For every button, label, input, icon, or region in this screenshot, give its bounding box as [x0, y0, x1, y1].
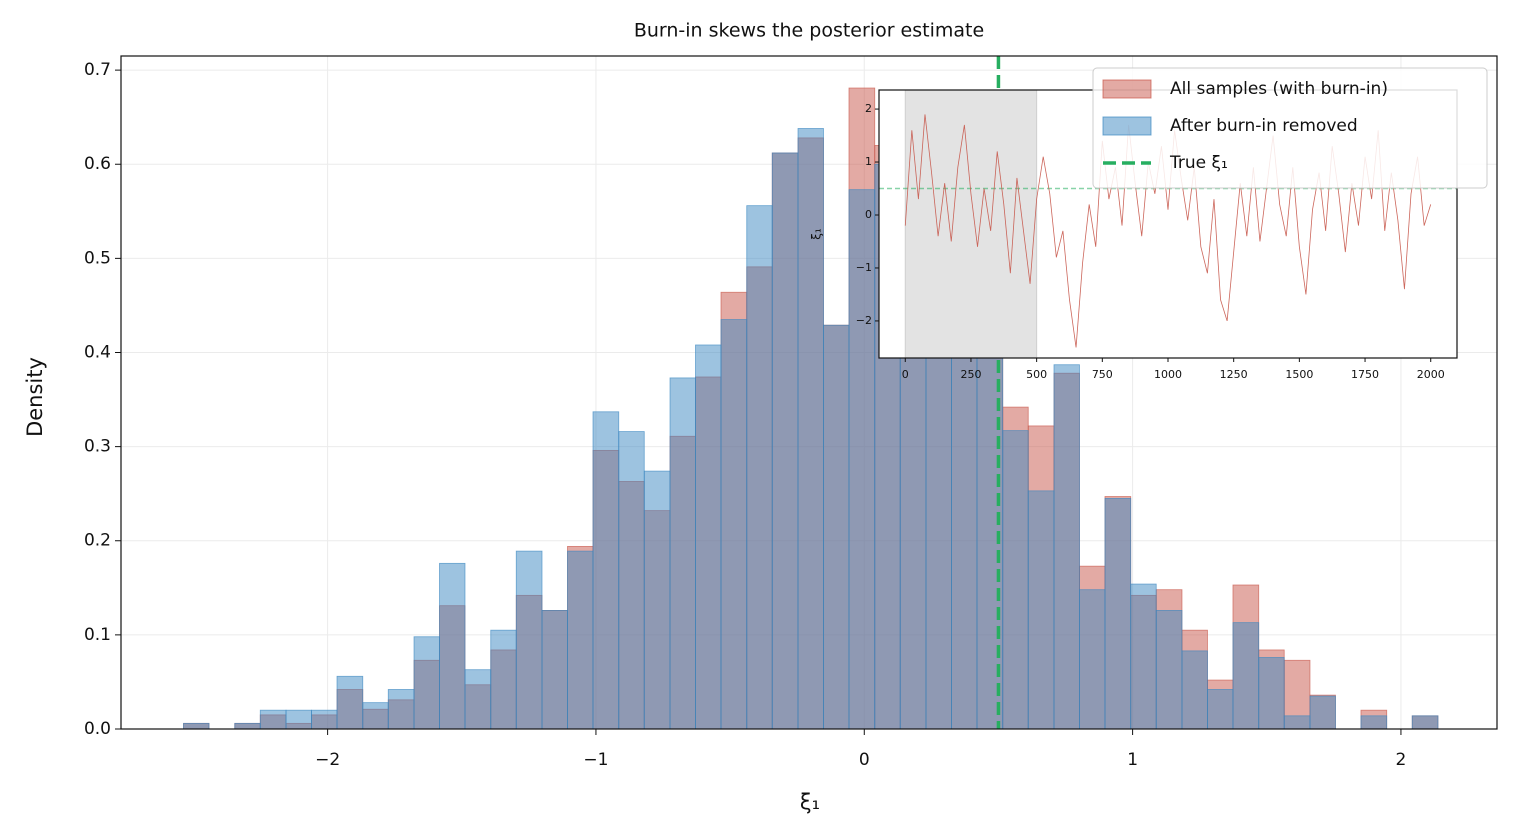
bar: [823, 324, 850, 730]
bar: [1155, 610, 1183, 730]
x-tick-label: 500: [1026, 368, 1047, 381]
bar: [1360, 715, 1388, 730]
y-tick-label: 0.0: [84, 719, 111, 739]
bar: [592, 411, 620, 730]
x-axis-label: ξ₁: [800, 790, 820, 814]
bar: [259, 709, 287, 730]
x-tick-label: 0: [859, 750, 870, 770]
bar: [234, 722, 261, 730]
bar: [1258, 657, 1285, 730]
bar: [1232, 622, 1260, 730]
bar: [746, 205, 773, 730]
x-tick-label: 250: [960, 368, 981, 381]
legend-box: [1092, 67, 1488, 189]
x-tick-label: 750: [1092, 368, 1113, 381]
x-tick-label: 1000: [1154, 368, 1182, 381]
bar: [771, 152, 799, 730]
y-tick-label: 0.5: [84, 248, 111, 268]
bar: [669, 377, 696, 730]
chart-title: Burn-in skews the posterior estimate: [634, 20, 984, 42]
bar: [413, 636, 440, 730]
bar: [1104, 497, 1132, 730]
bar: [567, 550, 594, 730]
y-tick-label: −1: [856, 261, 872, 274]
legend-label: All samples (with burn-in): [1170, 79, 1388, 99]
y-tick-label: −2: [856, 314, 872, 327]
y-tick-label: 0.4: [84, 342, 111, 362]
bar: [1411, 715, 1439, 730]
x-tick-label: 1500: [1285, 368, 1313, 381]
bar: [541, 610, 568, 730]
x-tick-label: −1: [583, 750, 608, 770]
y-tick-label: 0.2: [84, 531, 111, 551]
y-tick-label: 0: [865, 208, 872, 221]
burn-in-region: [904, 89, 1038, 359]
bar: [1181, 650, 1208, 730]
bar: [1207, 689, 1234, 730]
y-tick-label: 0.7: [84, 60, 111, 80]
bar: [183, 722, 210, 730]
bar: [311, 709, 338, 730]
x-tick-label: 1750: [1351, 368, 1379, 381]
x-tick-label: 2: [1396, 750, 1407, 770]
bar: [1027, 490, 1055, 730]
x-tick-label: 1250: [1220, 368, 1248, 381]
trace-line: [904, 114, 1432, 348]
bar: [720, 319, 748, 730]
bar: [1130, 583, 1157, 730]
x-tick-label: −2: [315, 750, 340, 770]
bar: [285, 709, 312, 730]
bar: [387, 689, 415, 730]
bar: [439, 562, 466, 730]
y-tick-label: 2: [865, 102, 872, 115]
y-tick-label: 0.6: [84, 154, 111, 174]
bar: [1002, 430, 1029, 730]
bar: [490, 629, 517, 730]
legend: All samples (with burn-in) After burn-in …: [1092, 67, 1488, 189]
bar: [695, 344, 722, 730]
bar: [797, 128, 824, 730]
y-axis-label: Density: [23, 357, 47, 437]
bar: [618, 431, 645, 730]
y-tick-label: 1: [865, 155, 872, 168]
legend-label: True ξ₁: [1169, 153, 1228, 173]
bar: [362, 702, 389, 730]
bar: [1079, 589, 1106, 730]
x-tick-label: 0: [902, 368, 909, 381]
bar: [464, 669, 492, 730]
y-tick-label: 0.1: [84, 625, 111, 645]
bar: [1053, 364, 1080, 730]
x-tick-label: 2000: [1417, 368, 1445, 381]
bar: [336, 675, 364, 730]
plot-frame: [120, 55, 1498, 730]
legend-swatch: [1102, 116, 1152, 136]
x-tick-label: 1: [1127, 750, 1138, 770]
bar: [1309, 695, 1336, 730]
bar: [951, 305, 978, 730]
bar: [643, 470, 671, 730]
y-tick-label: 0.3: [84, 437, 111, 457]
y-axis-label: ξ₁: [810, 228, 824, 240]
legend-swatch: [1102, 79, 1152, 99]
legend-label: After burn-in removed: [1170, 116, 1358, 136]
bar: [515, 550, 543, 730]
bar: [1283, 715, 1311, 730]
